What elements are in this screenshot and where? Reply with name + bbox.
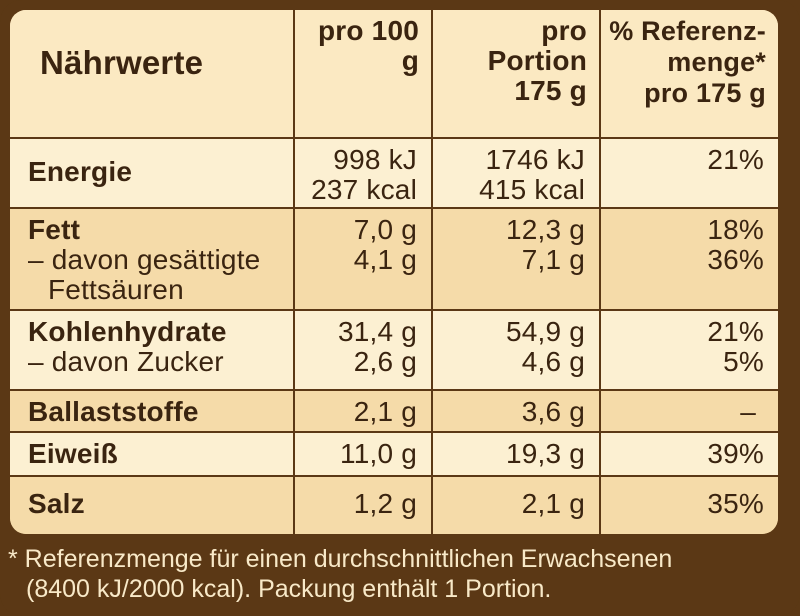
value-sub: 7,1 g xyxy=(521,244,585,275)
nutrient-name: Fett xyxy=(28,214,81,245)
row-label: Kohlenhydrate – davon Zucker xyxy=(10,309,295,391)
value-main: 2,1 g xyxy=(521,488,585,519)
value-per-100g: 2,1 g xyxy=(293,389,433,433)
value-main: 19,3 g xyxy=(505,438,585,469)
header-portion-size: 175 g xyxy=(514,75,587,106)
nutrition-table: Nährwerte pro 100 g pro Portion 175 g % … xyxy=(10,10,778,534)
value-main: 11,0 g xyxy=(340,438,417,469)
value-per-100g: 11,0 g xyxy=(293,431,433,477)
value-sub: 2,6 g xyxy=(353,346,417,377)
value-main: 7,0 g xyxy=(353,214,417,245)
value-main: 1,2 g xyxy=(353,488,417,519)
header-ref-line2: menge* xyxy=(667,47,766,77)
table-row-energie: Energie 998 kJ 237 kcal 1746 kJ 415 kcal… xyxy=(10,137,778,209)
value-per-100g: 31,4 g 2,6 g xyxy=(293,309,433,391)
header-pro-portion-label: pro Portion xyxy=(487,15,587,76)
value-percent: 36% xyxy=(707,244,764,275)
value-reference: 21% 5% xyxy=(599,309,778,391)
value-per-portion: 2,1 g xyxy=(431,475,601,534)
table-row-fett: Fett – davon gesättigte Fettsäuren 7,0 g… xyxy=(10,207,778,311)
value-reference: 21% xyxy=(599,137,778,209)
value-main: 31,4 g xyxy=(337,316,417,347)
table-row-ballaststoffe: Ballaststoffe 2,1 g 3,6 g – xyxy=(10,389,778,433)
value-per-portion: 3,6 g xyxy=(431,389,601,433)
value-kj: 1746 kJ xyxy=(485,144,585,175)
row-label: Fett – davon gesättigte Fettsäuren xyxy=(10,207,295,311)
nutrient-sub-name: – davon gesättigte xyxy=(28,244,261,275)
value-main: 54,9 g xyxy=(505,316,585,347)
header-ref-line1: % Referenz- xyxy=(609,16,766,46)
footnote-line-1: * Referenzmenge für einen durchschnittli… xyxy=(8,545,673,573)
value-percent: 5% xyxy=(723,346,764,377)
value-reference: – xyxy=(599,389,778,433)
value-percent: 21% xyxy=(707,144,764,175)
value-percent: 18% xyxy=(707,214,764,245)
value-main: 2,1 g xyxy=(353,396,417,427)
row-label: Salz xyxy=(10,475,295,534)
value-kcal: 415 kcal xyxy=(479,174,585,205)
value-kcal: 237 kcal xyxy=(311,174,417,205)
table-header-row: Nährwerte pro 100 g pro Portion 175 g % … xyxy=(10,10,778,139)
nutrient-sub-name: – davon Zucker xyxy=(28,346,224,377)
value-percent: 35% xyxy=(707,488,764,519)
value-per-portion: 1746 kJ 415 kcal xyxy=(431,137,601,209)
value-per-portion: 12,3 g 7,1 g xyxy=(431,207,601,311)
nutrient-name: Salz xyxy=(28,488,85,519)
value-reference: 35% xyxy=(599,475,778,534)
row-label: Energie xyxy=(10,137,295,209)
value-per-100g: 998 kJ 237 kcal xyxy=(293,137,433,209)
header-naehrwerte: Nährwerte xyxy=(10,10,295,139)
value-kj: 998 kJ xyxy=(333,144,417,175)
value-per-portion: 54,9 g 4,6 g xyxy=(431,309,601,391)
nutrient-name: Kohlenhydrate xyxy=(28,316,227,347)
value-sub: 4,1 g xyxy=(353,244,417,275)
table-row-kohlenhydrate: Kohlenhydrate – davon Zucker 31,4 g 2,6 … xyxy=(10,309,778,391)
header-pro-portion: pro Portion 175 g xyxy=(431,10,601,139)
nutrient-sub-name-cont: Fettsäuren xyxy=(48,274,184,305)
table-row-eiweiss: Eiweiß 11,0 g 19,3 g 39% xyxy=(10,431,778,477)
header-referenzmenge: % Referenz- menge* pro 175 g xyxy=(599,10,778,139)
row-label: Eiweiß xyxy=(10,431,295,477)
value-percent: – xyxy=(740,396,756,427)
footnote: * Referenzmenge für einen durchschnittli… xyxy=(8,544,798,604)
value-per-100g: 1,2 g xyxy=(293,475,433,534)
nutrient-name: Energie xyxy=(28,156,133,187)
value-percent: 39% xyxy=(707,438,764,469)
table-row-salz: Salz 1,2 g 2,1 g 35% xyxy=(10,475,778,534)
value-percent: 21% xyxy=(707,316,764,347)
value-per-100g: 7,0 g 4,1 g xyxy=(293,207,433,311)
nutrient-name: Ballaststoffe xyxy=(28,396,199,427)
value-per-portion: 19,3 g xyxy=(431,431,601,477)
nutrient-name: Eiweiß xyxy=(28,438,118,469)
row-label: Ballaststoffe xyxy=(10,389,295,433)
header-pro-100g: pro 100 g xyxy=(293,10,433,139)
footnote-line-2: (8400 kJ/2000 kcal). Packung enthält 1 P… xyxy=(26,575,552,603)
value-main: 3,6 g xyxy=(521,396,585,427)
value-main: 12,3 g xyxy=(505,214,585,245)
value-reference: 18% 36% xyxy=(599,207,778,311)
header-pro-100g-label: pro 100 g xyxy=(318,15,419,76)
header-ref-line3: pro 175 g xyxy=(644,78,766,108)
value-sub: 4,6 g xyxy=(521,346,585,377)
value-reference: 39% xyxy=(599,431,778,477)
